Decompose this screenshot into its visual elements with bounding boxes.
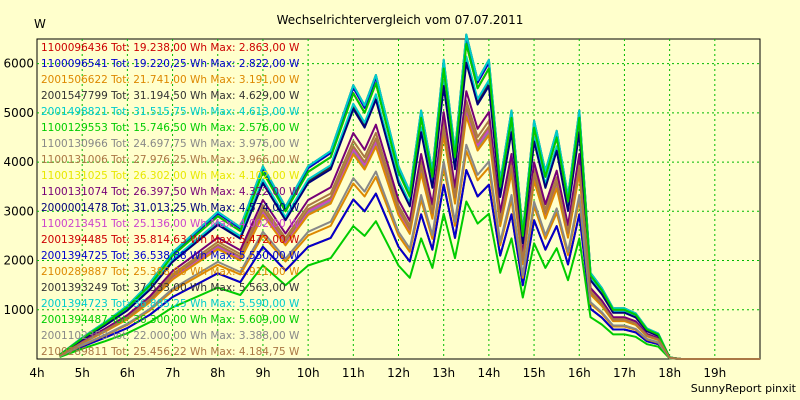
legend: 1100096436 Tot: 19.238,00 Wh Max: 2.863,… xyxy=(41,42,300,358)
legend-entry: 1100131006 Tot: 27.976,25 Wh Max: 3.966,… xyxy=(41,154,300,166)
x-tick-label: 17h xyxy=(613,366,636,380)
x-tick-label: 12h xyxy=(387,366,410,380)
legend-entry: 2000001478 Tot: 31.013,25 Wh Max: 4.574,… xyxy=(41,202,300,214)
legend-entry: 2001393249 Tot: 37.533,00 Wh Max: 5.563,… xyxy=(41,282,300,294)
x-tick-label: 15h xyxy=(523,366,546,380)
x-tick-label: 16h xyxy=(568,366,591,380)
grid-lines xyxy=(37,39,760,359)
y-tick-label: 3000 xyxy=(3,204,34,218)
legend-entry: 2001394487 Tot: 36.300,00 Wh Max: 5.609,… xyxy=(41,314,300,326)
y-tick-label: 1000 xyxy=(3,303,34,317)
legend-entry: 2001102358 Tot: 22.000,00 Wh Max: 3.388,… xyxy=(41,330,300,342)
legend-entry: 2001498821 Tot: 31.515,75 Wh Max: 4.613,… xyxy=(41,106,300,118)
legend-entry: 1100096541 Tot: 19.220,25 Wh Max: 2.822,… xyxy=(41,58,300,70)
legend-entry: 2100289887 Tot: 25.388,00 Wh Max: 3.911,… xyxy=(41,266,300,278)
x-tick-label: 11h xyxy=(342,366,365,380)
legend-entry: 1100129553 Tot: 15.746,50 Wh Max: 2.576,… xyxy=(41,122,300,134)
x-tick-label: 13h xyxy=(432,366,455,380)
series-line-2000001478 xyxy=(59,61,760,360)
y-axis: 1000 2000 3000 4000 5000 6000 xyxy=(3,57,34,317)
y-tick-label: 5000 xyxy=(3,106,34,120)
legend-entry: 1100096436 Tot: 19.238,00 Wh Max: 2.863,… xyxy=(41,42,300,54)
x-tick-label: 9h xyxy=(255,366,270,380)
x-tick-label: 8h xyxy=(210,366,225,380)
x-tick-label: 7h xyxy=(165,366,180,380)
x-axis: 4h 5h 6h 7h 8h 9h 10h 11h 12h 13h 14h 15h 16h 17h 18h 1… xyxy=(29,366,726,380)
y-tick-label: 6000 xyxy=(3,57,34,71)
series-line-1100096541 xyxy=(59,169,760,360)
series-line-1100129553 xyxy=(59,200,760,360)
legend-entry: 2100289811 Tot: 25.456,22 Wh Max: 4.184,… xyxy=(41,346,300,358)
x-tick-label: 10h xyxy=(297,366,320,380)
y-unit-label: W xyxy=(34,17,46,31)
chart-title: Wechselrichtervergleich vom 07.07.2011 xyxy=(277,13,524,27)
legend-entry: 2001394485 Tot: 35.814,63 Wh Max: 5.472,… xyxy=(41,234,300,246)
x-tick-label: 4h xyxy=(29,366,44,380)
x-tick-label: 6h xyxy=(120,366,135,380)
series-line-2001102358 xyxy=(59,143,760,360)
x-tick-label: 19h xyxy=(703,366,726,380)
y-tick-label: 2000 xyxy=(3,254,34,268)
y-tick-label: 4000 xyxy=(3,155,34,169)
series-line-2100289811 xyxy=(59,105,760,360)
series-lines xyxy=(58,33,760,360)
legend-entry: 1100131074 Tot: 26.397,50 Wh Max: 4.322,… xyxy=(41,186,300,198)
x-tick-label: 5h xyxy=(75,366,90,380)
x-tick-label: 14h xyxy=(477,366,500,380)
legend-entry: 1100130966 Tot: 24.697,75 Wh Max: 3.976,… xyxy=(41,138,300,150)
legend-entry: 2001506622 Tot: 21.741,00 Wh Max: 3.191,… xyxy=(41,74,300,86)
x-tick-label: 18h xyxy=(658,366,681,380)
legend-entry: 2001547799 Tot: 31.194,50 Wh Max: 4.629,… xyxy=(41,90,300,102)
legend-entry: 1100131025 Tot: 26.302,00 Wh Max: 4.102,… xyxy=(41,170,300,182)
legend-entry: 2001394723 Tot: 36.885,25 Wh Max: 5.590,… xyxy=(41,298,300,310)
legend-entry: 1100213451 Tot: 25.136,00 Wh Max: 4.002,… xyxy=(41,218,300,230)
footer-credit: SunnyReport pinxit xyxy=(691,382,797,395)
series-line-1100131074 xyxy=(59,90,760,360)
series-line-2001394487 xyxy=(59,42,760,360)
legend-entry: 2001394725 Tot: 36.538,88 Wh Max: 5.550,… xyxy=(41,250,300,262)
